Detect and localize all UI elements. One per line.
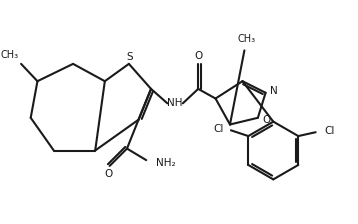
Text: S: S: [126, 52, 133, 62]
Text: CH₃: CH₃: [0, 50, 18, 60]
Text: Cl: Cl: [213, 124, 223, 134]
Text: Cl: Cl: [324, 126, 335, 136]
Text: NH₂: NH₂: [156, 158, 175, 168]
Text: O: O: [194, 51, 202, 61]
Text: N: N: [270, 86, 278, 96]
Text: O: O: [105, 169, 113, 179]
Text: O: O: [262, 115, 271, 125]
Text: CH₃: CH₃: [237, 34, 255, 44]
Text: NH: NH: [167, 98, 183, 108]
